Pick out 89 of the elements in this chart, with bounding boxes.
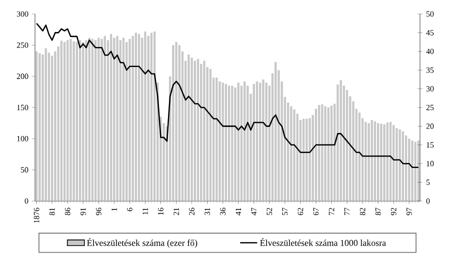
bar — [224, 84, 228, 201]
bar — [196, 58, 200, 201]
bar — [218, 81, 221, 201]
bar — [321, 104, 324, 201]
bar — [408, 138, 410, 201]
bar — [411, 140, 414, 201]
bar — [306, 118, 308, 201]
bar — [383, 124, 386, 201]
bar — [243, 81, 246, 201]
bar — [389, 122, 392, 201]
bar — [340, 80, 342, 201]
bar — [318, 105, 320, 201]
bar — [324, 106, 326, 201]
bar — [44, 48, 47, 201]
legend-label: Élveszületések száma 1000 lakosra — [260, 238, 386, 246]
bar — [119, 40, 122, 201]
bar — [66, 40, 69, 201]
bar — [91, 38, 94, 201]
bar — [190, 58, 193, 201]
bar — [252, 84, 255, 201]
bar — [265, 82, 268, 201]
bar — [72, 41, 75, 201]
bar — [327, 108, 330, 201]
bar — [209, 68, 212, 201]
bar — [231, 86, 234, 201]
bar — [370, 120, 373, 201]
bar — [48, 52, 50, 201]
bar — [122, 38, 125, 201]
bar — [314, 108, 318, 201]
bar — [336, 84, 339, 201]
bar — [94, 40, 97, 201]
bar — [194, 60, 196, 201]
bar — [203, 60, 206, 201]
bar — [88, 38, 90, 201]
bar — [296, 114, 298, 201]
bar — [98, 38, 100, 201]
bar — [134, 32, 137, 201]
bar — [188, 54, 190, 201]
bar — [262, 79, 264, 201]
bar — [237, 82, 240, 201]
bar — [364, 122, 367, 201]
bar — [128, 38, 131, 201]
bar — [216, 78, 218, 201]
bar — [240, 86, 243, 201]
bar — [358, 112, 361, 201]
bar — [172, 45, 174, 201]
bar — [308, 118, 311, 201]
bar — [138, 34, 140, 201]
bar — [374, 121, 376, 201]
bar — [293, 109, 296, 201]
bar — [228, 86, 230, 201]
bar — [302, 118, 305, 201]
bar — [274, 62, 277, 201]
bar — [110, 34, 112, 201]
bar — [259, 82, 262, 201]
bar — [290, 106, 292, 201]
bar — [104, 36, 106, 201]
bar — [70, 38, 72, 201]
bar — [63, 42, 66, 201]
bar — [178, 45, 180, 201]
bar — [38, 53, 41, 201]
bar — [132, 36, 134, 201]
bar — [147, 36, 150, 201]
bar — [246, 86, 249, 201]
bar — [256, 81, 258, 201]
bar — [222, 82, 224, 201]
bar — [368, 123, 370, 201]
bar — [85, 40, 88, 201]
bar — [396, 128, 398, 201]
bar — [386, 122, 388, 201]
bar — [113, 38, 116, 201]
bar — [76, 42, 78, 201]
bar — [377, 123, 380, 201]
bar — [60, 40, 62, 201]
bar — [78, 40, 82, 201]
bar — [116, 36, 118, 201]
bar — [144, 31, 146, 201]
bar — [330, 106, 333, 201]
bar — [50, 56, 54, 201]
bar — [380, 124, 382, 201]
bar — [82, 42, 84, 201]
bar — [35, 51, 38, 201]
bar — [100, 38, 103, 201]
bar — [402, 131, 404, 201]
bar — [175, 42, 178, 201]
bar — [150, 32, 153, 201]
legend-label: Élveszületések száma (ezer fő) — [87, 238, 198, 248]
bar — [392, 124, 395, 201]
bar — [398, 129, 401, 201]
